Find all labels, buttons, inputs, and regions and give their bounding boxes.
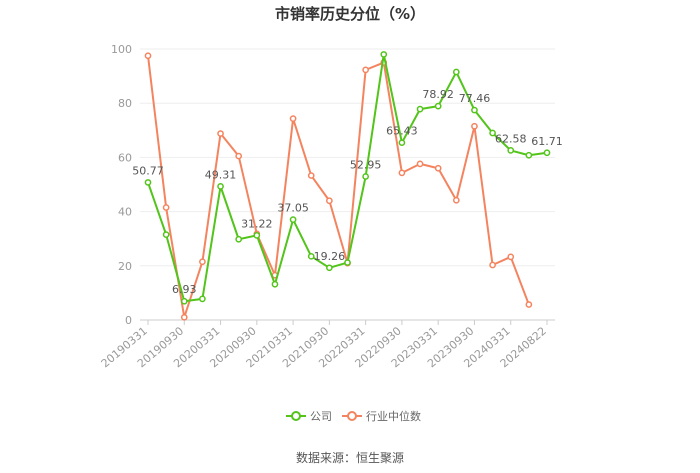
- data-point-company: [398, 139, 406, 147]
- data-point-company: [471, 106, 478, 114]
- data-point-company: [362, 173, 369, 180]
- data-point-company: [525, 151, 533, 159]
- grid: [140, 48, 555, 321]
- data-label: 52.95: [350, 159, 382, 172]
- data-label: 50.77: [132, 164, 164, 177]
- legend-industry-median-label: 行业中位数: [366, 409, 421, 423]
- legend-company-marker: [291, 411, 301, 421]
- chart-title: 市销率历史分位（%）: [275, 5, 425, 23]
- data-label: 31.22: [241, 217, 273, 230]
- data-label: 19.26: [314, 250, 346, 263]
- data-point-industry-median: [452, 196, 460, 204]
- data-point-company: [217, 183, 224, 190]
- data-point-industry-median: [489, 261, 496, 269]
- data-point-company: [271, 280, 279, 288]
- data-point-company: [307, 252, 315, 260]
- legend-item-industry-median[interactable]: 行业中位数: [342, 409, 421, 423]
- x-axis: 2019033120190930202003312020093020210331…: [99, 320, 549, 370]
- data-point-company: [326, 264, 333, 272]
- y-tick-label: 20: [118, 260, 132, 273]
- data-label: 78.92: [422, 88, 454, 101]
- series-layer: [144, 51, 551, 321]
- data-point-company: [452, 68, 460, 76]
- data-point-industry-median: [507, 253, 515, 261]
- data-point-company: [380, 51, 388, 58]
- series-line-industry-median: [147, 55, 530, 319]
- data-label: 65.43: [386, 125, 418, 138]
- data-point-company: [162, 231, 170, 238]
- data-point-industry-median: [307, 172, 315, 179]
- data-point-industry-median: [217, 130, 224, 137]
- data-point-company: [289, 216, 297, 223]
- y-axis-ticks: 0 20 40 60 80 100: [111, 43, 132, 327]
- data-label: 49.31: [205, 168, 237, 181]
- legend-item-company[interactable]: 公司: [286, 410, 332, 423]
- legend[interactable]: 公司 行业中位数: [286, 409, 421, 423]
- data-point-company: [144, 179, 152, 186]
- y-tick-label: 100: [111, 43, 132, 56]
- data-point-industry-median: [180, 313, 188, 321]
- data-point-industry-median: [235, 152, 243, 160]
- y-tick-label: 0: [125, 314, 132, 327]
- data-point-company: [180, 297, 188, 305]
- data-label: 77.46: [459, 92, 491, 105]
- data-label: 6.93: [172, 283, 197, 296]
- data-point-industry-median: [162, 204, 170, 211]
- data-source: 数据来源：恒生聚源: [296, 450, 404, 465]
- data-point-industry-median: [434, 164, 442, 172]
- data-labels: 50.77 6.93 49.31 31.22 37.05 19.26 52.95 65.43 7…: [132, 88, 563, 296]
- data-point-industry-median: [471, 122, 478, 130]
- legend-company-label: 公司: [310, 410, 332, 423]
- data-point-industry-median: [398, 169, 406, 177]
- data-point-company: [199, 295, 206, 303]
- data-point-industry-median: [416, 160, 424, 168]
- legend-industry-median-marker: [347, 411, 357, 421]
- data-point-company: [507, 147, 515, 154]
- data-label: 62.58: [495, 132, 527, 145]
- data-label: 37.05: [277, 202, 309, 215]
- data-point-industry-median: [326, 197, 333, 205]
- data-label: 61.71: [531, 135, 563, 148]
- series-company: [144, 51, 551, 305]
- data-point-company: [489, 129, 496, 137]
- data-point-company: [543, 149, 551, 157]
- data-point-industry-median: [144, 52, 152, 60]
- data-point-company: [235, 235, 243, 243]
- data-point-industry-median: [525, 301, 533, 308]
- data-point-company: [344, 259, 351, 266]
- data-point-industry-median: [362, 66, 369, 74]
- y-tick-label: 60: [118, 151, 132, 164]
- data-point-company: [434, 102, 442, 110]
- data-point-company: [416, 105, 424, 113]
- y-tick-label: 40: [118, 206, 132, 219]
- data-point-industry-median: [289, 115, 297, 122]
- data-point-company: [253, 232, 261, 239]
- data-point-industry-median: [199, 258, 206, 266]
- y-tick-label: 80: [118, 97, 132, 110]
